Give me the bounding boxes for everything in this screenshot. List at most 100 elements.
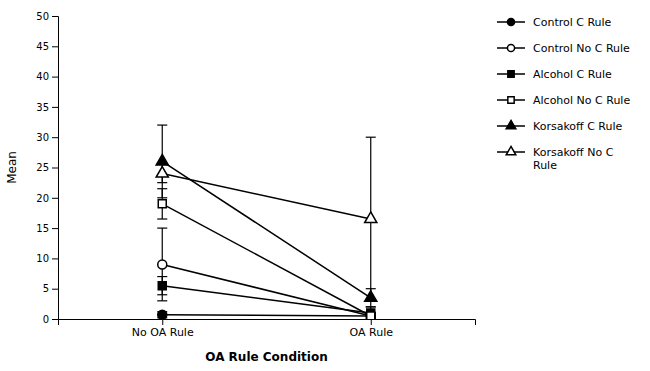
error-bar <box>157 228 167 301</box>
y-tick: 15 <box>36 223 58 234</box>
point <box>158 310 167 319</box>
series <box>156 125 377 307</box>
y-tick-label: 50 <box>36 11 49 22</box>
marks <box>156 125 377 319</box>
point <box>367 312 375 319</box>
y-tick: 45 <box>36 41 58 52</box>
y-axis-line <box>52 17 59 320</box>
legend-label: Alcohol No C Rule <box>533 94 630 107</box>
y-tick-mark <box>52 228 58 229</box>
y-tick-label: 45 <box>36 41 49 52</box>
y-tick: 30 <box>36 132 58 143</box>
error-bar-cap <box>366 306 376 307</box>
legend-marker <box>506 146 516 154</box>
point <box>366 311 375 319</box>
y-tick: 50 <box>36 11 58 22</box>
y-tick-mark <box>52 289 58 290</box>
y-tick-label: 35 <box>36 102 49 113</box>
y-tick-label: 30 <box>36 132 49 143</box>
series-line <box>162 315 371 316</box>
point <box>365 212 377 223</box>
point <box>156 154 168 165</box>
y-tick: 40 <box>36 71 58 82</box>
error-bar-cap <box>157 294 167 295</box>
legend-item: Korsakoff No CRule <box>497 146 614 172</box>
point <box>158 200 166 208</box>
error-bar <box>366 313 376 319</box>
y-tick-label: 15 <box>36 223 49 234</box>
point <box>366 311 375 319</box>
x-tick-label: OA Rule <box>350 326 394 339</box>
y-tick-mark <box>52 137 58 138</box>
y-tick-mark <box>52 168 58 169</box>
series <box>157 189 376 319</box>
x-tick-label: No OA Rule <box>132 326 194 339</box>
legend-label: Korsakoff C Rule <box>533 120 623 133</box>
y-tick-label: 40 <box>36 71 49 82</box>
x-tick: OA Rule <box>350 319 394 339</box>
x-tick-mark <box>162 319 163 325</box>
error-bar-cap <box>366 306 376 307</box>
legend-item: Control C Rule <box>497 16 612 29</box>
x-axis-title: OA Rule Condition <box>205 350 328 364</box>
legend-marker <box>508 71 514 77</box>
y-tick-label: 20 <box>36 193 49 204</box>
y-tick-mark <box>52 16 58 17</box>
legend-marker <box>507 44 514 51</box>
point <box>158 260 167 269</box>
x-axis: No OA Rule OA Rule <box>59 319 476 339</box>
chart: 0 5 10 15 20 25 30 35 40 45 50 No OA Rule OA Rule OA … <box>0 0 650 371</box>
y-tick-label: 0 <box>43 314 49 325</box>
y-tick-mark <box>52 258 58 259</box>
x-axis-line <box>59 320 476 326</box>
legend-marker <box>507 18 514 25</box>
y-tick-label: 10 <box>36 253 49 264</box>
error-bar <box>366 313 376 319</box>
legend-label: Control C Rule <box>533 16 612 29</box>
legend-item: Korsakoff C Rule <box>497 120 623 133</box>
series <box>156 137 377 301</box>
x-tick: No OA Rule <box>132 319 194 339</box>
series <box>157 310 376 319</box>
x-tick-mark <box>371 319 372 325</box>
legend: Control C Rule Control No C Rule Alcohol C… <box>497 16 630 172</box>
legend-item: Alcohol No C Rule <box>497 94 630 107</box>
series <box>157 228 376 319</box>
y-tick-mark <box>52 77 58 78</box>
series-line <box>162 174 371 219</box>
error-bar-cap <box>157 197 167 198</box>
legend-label: Alcohol C Rule <box>533 68 612 81</box>
legend-item: Alcohol C Rule <box>497 68 612 81</box>
series-line <box>162 161 371 297</box>
error-bar-cap <box>157 124 167 125</box>
series-line <box>162 204 371 316</box>
y-tick: 0 <box>43 314 58 325</box>
y-tick-mark <box>52 107 58 108</box>
y-axis-title: Mean <box>5 151 19 184</box>
legend-item: Control No C Rule <box>497 42 630 55</box>
y-tick: 25 <box>36 162 58 173</box>
y-tick-mark <box>52 319 58 320</box>
y-tick-mark <box>52 198 58 199</box>
legend-label: Korsakoff No CRule <box>533 146 614 172</box>
legend-marker <box>506 120 516 128</box>
error-bar-cap <box>157 300 167 301</box>
error-bar-cap <box>157 228 167 229</box>
y-tick: 5 <box>43 283 58 294</box>
y-tick: 35 <box>36 102 58 113</box>
point <box>158 282 166 290</box>
y-axis: 0 5 10 15 20 25 30 35 40 45 50 <box>36 11 58 325</box>
error-bar-cap <box>366 300 376 301</box>
y-tick: 20 <box>36 193 58 204</box>
y-tick-label: 25 <box>36 162 49 173</box>
y-tick-mark <box>52 46 58 47</box>
error-bar-cap <box>366 137 376 138</box>
y-tick: 10 <box>36 253 58 264</box>
error-bar <box>366 307 376 319</box>
plot: 0 5 10 15 20 25 30 35 40 45 50 No OA Rule OA Rule <box>36 11 475 339</box>
series-line <box>162 264 371 316</box>
error-bar-cap <box>157 276 167 277</box>
series <box>157 277 376 319</box>
point <box>156 167 168 178</box>
error-bar-cap <box>157 164 167 165</box>
